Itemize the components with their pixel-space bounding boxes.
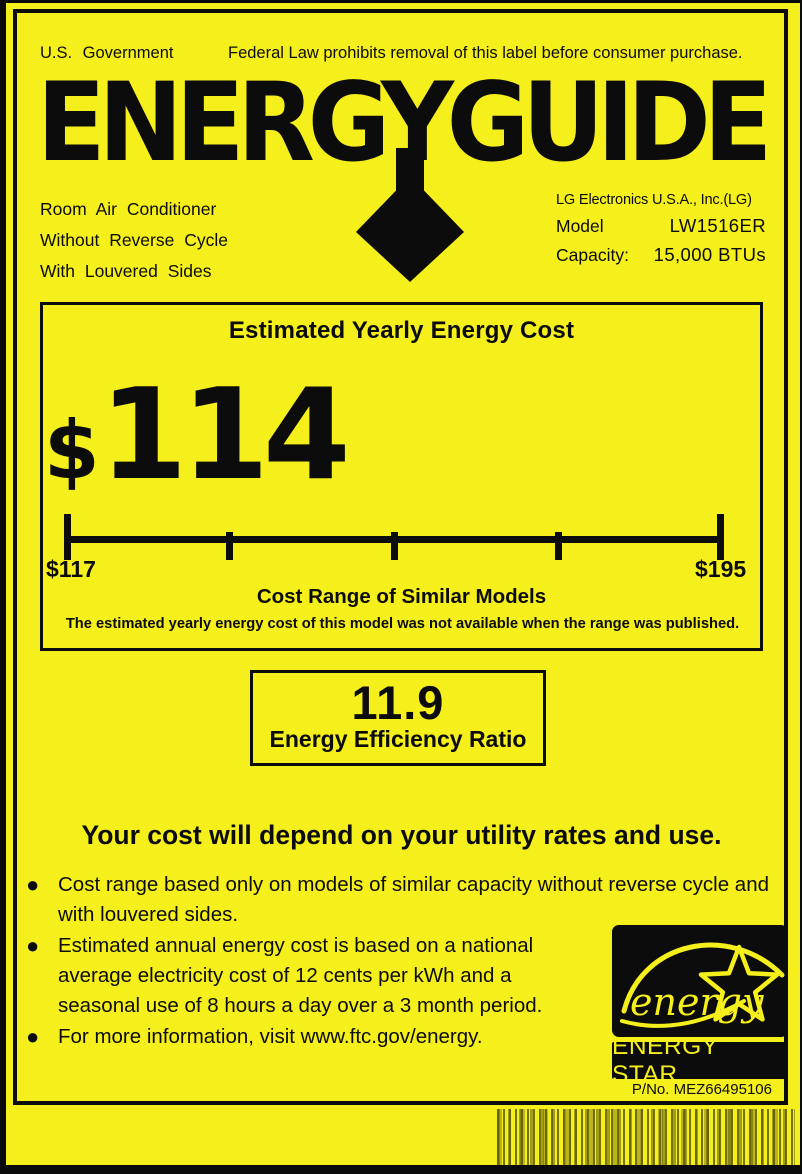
estimated-cost-box <box>40 302 763 651</box>
energy-star-graphic: energy <box>620 942 785 1028</box>
bullet-text: Cost range based only on models of simil… <box>58 873 770 926</box>
logo-energy-text: ENERGY <box>36 59 454 186</box>
bullet-text: For more information, visit www.ftc.gov/… <box>58 1025 483 1048</box>
manufacturer-name: LG Electronics U.S.A., Inc.(LG) <box>556 192 752 208</box>
dollar-sign: $ <box>44 404 100 497</box>
bullet-text: Estimated annual energy cost is based on… <box>58 934 543 1017</box>
model-value: LW1516ER <box>669 215 766 236</box>
cost-range-footnote: The estimated yearly energy cost of this… <box>65 616 740 632</box>
photo-edge-left <box>0 0 6 1174</box>
down-arrow-icon <box>356 148 464 282</box>
eer-value: 11.9 <box>351 676 445 729</box>
cost-range-scale <box>64 514 724 560</box>
federal-law-notice: Federal Law prohibits removal of this la… <box>228 44 743 62</box>
list-item: ● Estimated annual energy cost is based … <box>26 931 776 1021</box>
appliance-type-block: Room Air Conditioner Without Reverse Cyc… <box>40 194 228 287</box>
appliance-type-line: With Louvered Sides <box>40 261 212 281</box>
model-row: Model LW1516ER <box>556 215 766 237</box>
footnotes-list: ● Cost range based only on models of sim… <box>26 870 776 1053</box>
energyguide-logo: ENERGY GUIDE <box>13 66 789 198</box>
cost-value: 114 <box>99 361 351 508</box>
us-government-text: U.S. Government <box>40 44 174 62</box>
logo-guide-text: GUIDE <box>446 59 773 186</box>
energy-star-logo: energy ENERGY STAR <box>612 925 788 1088</box>
manufacturer-block: LG Electronics U.S.A., Inc.(LG) Model LW… <box>556 192 766 266</box>
usage-heading: Your cost will depend on your utility ra… <box>81 820 722 850</box>
scale-max-label: $195 <box>695 556 747 582</box>
scale-min-label: $117 <box>46 556 96 582</box>
energy-star-wordmark: ENERGY STAR <box>612 1033 788 1088</box>
list-item: ● For more information, visit www.ftc.go… <box>26 1022 776 1052</box>
yearly-cost-amount: $114 <box>44 361 351 508</box>
eer-label: Energy Efficiency Ratio <box>269 726 527 752</box>
barcode <box>497 1109 795 1166</box>
bullet-icon: ● <box>26 933 40 958</box>
appliance-type-line: Without Reverse Cycle <box>40 230 228 250</box>
photo-edge-right <box>800 0 802 1174</box>
eer-box: 11.9 Energy Efficiency Ratio <box>250 670 546 766</box>
photo-edge-bottom <box>0 1165 802 1174</box>
energy-star-emblem: energy <box>612 925 788 1037</box>
list-item: ● Cost range based only on models of sim… <box>26 870 776 930</box>
capacity-label: Capacity: <box>556 245 629 265</box>
photo-edge-top <box>0 0 802 3</box>
energy-script-text: energy <box>630 980 764 1024</box>
capacity-value: 15,000 BTUs <box>653 244 766 265</box>
cost-box-title: Estimated Yearly Energy Cost <box>228 317 575 344</box>
cost-range-caption: Cost Range of Similar Models <box>256 585 547 608</box>
capacity-row: Capacity: 15,000 BTUs <box>556 244 766 266</box>
model-label: Model <box>556 216 604 236</box>
part-number: P/No. MEZ66495106 <box>631 1081 772 1098</box>
appliance-type-line: Room Air Conditioner <box>40 199 217 219</box>
bullet-icon: ● <box>26 872 40 897</box>
label-border <box>13 9 788 1105</box>
bullet-icon: ● <box>26 1024 40 1049</box>
